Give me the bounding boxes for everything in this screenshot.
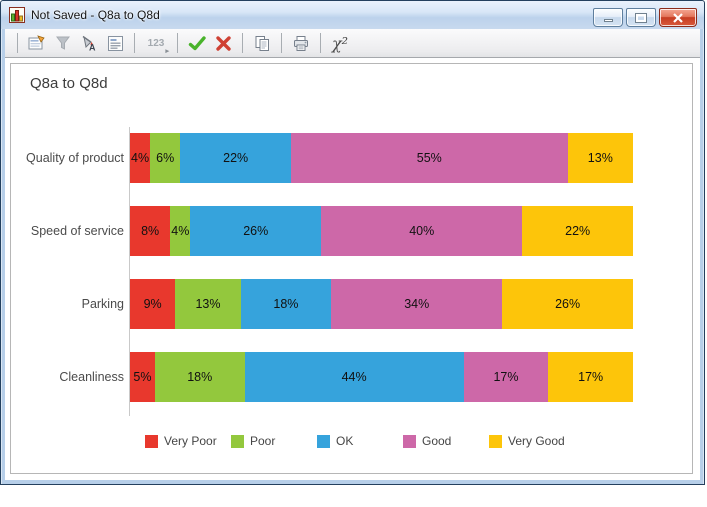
fill-color-icon: A [82, 35, 96, 52]
bar-segment-very-poor[interactable]: 4% [130, 133, 151, 183]
legend-label: Very Poor [164, 434, 217, 448]
legend-swatch [145, 434, 158, 448]
toolbar-separator [320, 33, 321, 53]
toolbar-separator [177, 33, 178, 53]
stacked-bar[interactable]: 9% 13% 18% 34% 26% [130, 279, 633, 329]
legend-swatch [403, 434, 416, 448]
category-label: Parking [81, 297, 124, 311]
title-bar[interactable]: Not Saved - Q8a to Q8d [1, 1, 704, 29]
cancel-x-icon [215, 35, 231, 51]
maximize-icon [635, 12, 647, 23]
legend-item: Good [403, 434, 489, 448]
legend-swatch [317, 434, 330, 448]
stacked-bar[interactable]: 5% 18% 44% 17% 17% [130, 352, 633, 402]
filter-button[interactable] [50, 31, 76, 55]
chart-row: Quality of product 4% 6% 22% 55% 13% [12, 133, 634, 183]
chart-properties-icon [28, 34, 45, 49]
legend-label: Very Good [508, 434, 565, 448]
chi-square-icon: χ² [331, 33, 349, 53]
bar-segment-very-good[interactable]: 26% [502, 279, 633, 329]
legend-item: OK [317, 434, 403, 448]
toolbar: A 123 ▸ [5, 29, 700, 58]
stacked-bar[interactable]: 4% 6% 22% 55% 13% [130, 133, 634, 183]
chart-row: Cleanliness 5% 18% 44% 17% 17% [12, 352, 633, 402]
legend-label: OK [336, 434, 354, 448]
print-icon [294, 35, 308, 51]
chart-plot: Quality of product 4% 6% 22% 55% 13% Speed of … [12, 127, 634, 425]
svg-text:A: A [89, 42, 96, 52]
text-style-icon [107, 35, 123, 51]
bar-segment-good[interactable]: 17% [463, 352, 549, 402]
apply-button[interactable] [184, 31, 210, 55]
legend-label: Poor [250, 434, 276, 448]
y-axis-line [129, 127, 130, 416]
bar-segment-ok[interactable]: 26% [190, 206, 322, 256]
decimal-places-icon: 123 [147, 37, 165, 49]
bar-segment-poor[interactable]: 6% [150, 133, 181, 183]
print-button[interactable] [288, 31, 314, 55]
category-label: Speed of service [30, 224, 124, 238]
chart-row: Parking 9% 13% 18% 34% 26% [12, 279, 633, 329]
bar-segment-ok[interactable]: 22% [180, 133, 291, 183]
bar-segment-poor[interactable]: 4% [170, 206, 191, 256]
app-chart-icon [9, 7, 25, 23]
dropdown-arrow-icon: ▸ [165, 48, 169, 55]
chi-square-button[interactable]: χ² [327, 31, 353, 55]
text-style-button[interactable] [102, 31, 128, 55]
category-label: Quality of product [26, 151, 124, 165]
category-label: Cleanliness [59, 370, 124, 384]
minimize-icon [603, 19, 613, 22]
chart-legend: Very Poor Poor OK Good Very Good [145, 434, 575, 448]
close-button[interactable] [659, 8, 697, 27]
content-area: Q8a to Q8d Quality of product 4% 6% 22% 55% 1… [5, 58, 700, 480]
close-icon [673, 12, 683, 23]
bar-segment-very-poor[interactable]: 5% [130, 352, 155, 402]
legend-label: Good [422, 434, 452, 448]
bar-segment-good[interactable]: 55% [290, 133, 568, 183]
bar-segment-ok[interactable]: 18% [240, 279, 332, 329]
copy-icon [255, 35, 269, 51]
toolbar-separator [17, 33, 18, 53]
bar-segment-very-poor[interactable]: 8% [130, 206, 171, 256]
maximize-button[interactable] [626, 8, 656, 27]
chart-row: Speed of service 8% 4% 26% 40% 22% [12, 206, 633, 256]
stacked-bar[interactable]: 8% 4% 26% 40% 22% [130, 206, 633, 256]
legend-item: Poor [231, 434, 317, 448]
bar-segment-good[interactable]: 34% [331, 279, 503, 329]
bar-segment-very-good[interactable]: 17% [548, 352, 633, 402]
chart-properties-button[interactable] [24, 31, 50, 55]
toolbar-separator [281, 33, 282, 53]
legend-item: Very Poor [145, 434, 231, 448]
decimal-places-button[interactable]: 123 ▸ [141, 31, 171, 56]
apply-check-icon [188, 35, 206, 50]
chart-title: Q8a to Q8d [30, 75, 108, 92]
legend-item: Very Good [489, 434, 575, 448]
window-controls [593, 8, 697, 27]
bar-segment-very-poor[interactable]: 9% [130, 279, 176, 329]
copy-button[interactable] [249, 31, 275, 55]
chart-panel[interactable]: Q8a to Q8d Quality of product 4% 6% 22% 55% 1… [10, 63, 693, 474]
bar-segment-very-good[interactable]: 13% [567, 133, 634, 183]
app-window: Not Saved - Q8a to Q8d [0, 0, 705, 485]
bar-segment-poor[interactable]: 13% [175, 279, 241, 329]
bar-segment-good[interactable]: 40% [321, 206, 523, 256]
window-title: Not Saved - Q8a to Q8d [31, 8, 160, 22]
legend-swatch [489, 434, 502, 448]
cancel-button[interactable] [210, 31, 236, 55]
toolbar-separator [242, 33, 243, 53]
bar-segment-poor[interactable]: 18% [154, 352, 245, 402]
toolbar-separator [134, 33, 135, 53]
filter-icon [56, 36, 70, 50]
bar-segment-ok[interactable]: 44% [244, 352, 464, 402]
fill-color-button[interactable]: A [76, 31, 102, 55]
bar-segment-very-good[interactable]: 22% [522, 206, 633, 256]
legend-swatch [231, 434, 244, 448]
minimize-button[interactable] [593, 8, 623, 27]
